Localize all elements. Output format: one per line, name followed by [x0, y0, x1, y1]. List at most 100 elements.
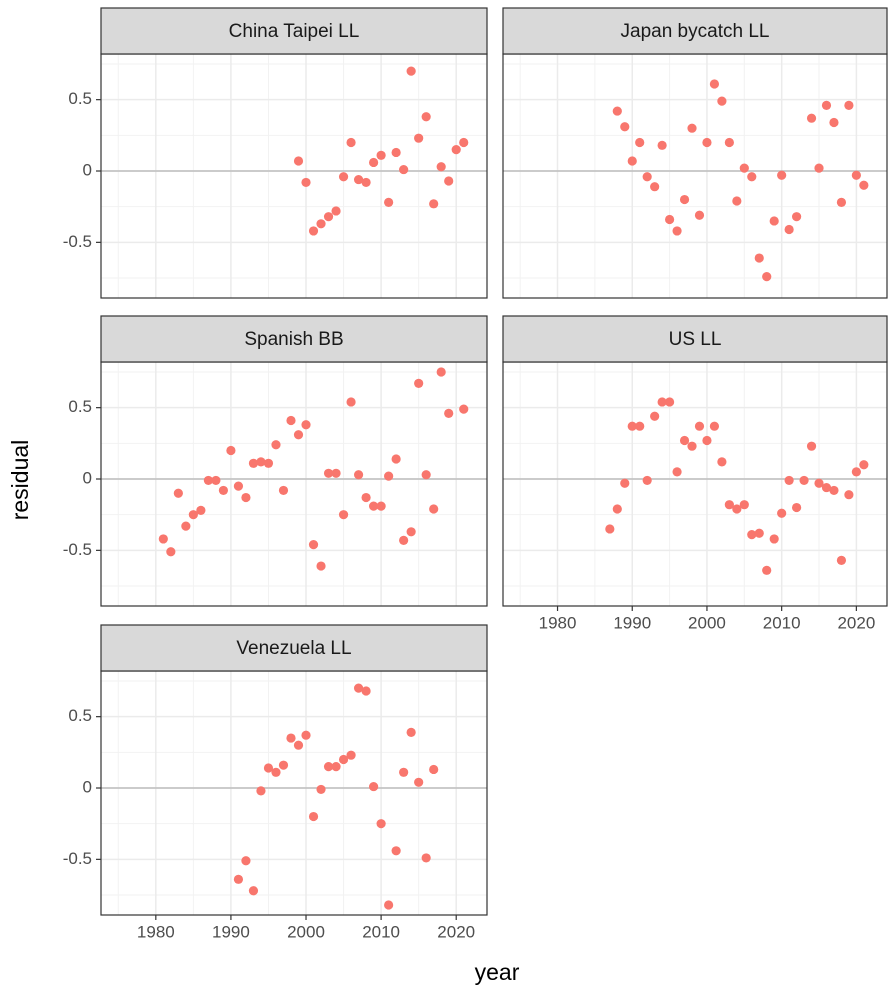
y-tick-label: 0 [83, 468, 92, 487]
point [769, 216, 779, 226]
point [196, 505, 206, 515]
point [851, 170, 861, 180]
x-tick-label: 2010 [362, 922, 400, 941]
panel-background [101, 362, 487, 606]
point [384, 900, 394, 910]
point [784, 475, 794, 486]
strip-label: Venezuela LL [236, 638, 351, 659]
point [747, 172, 757, 182]
point [323, 468, 334, 478]
point [256, 457, 266, 467]
point [429, 199, 439, 209]
strip [100, 315, 488, 363]
point [821, 482, 832, 493]
strip-label: Spanish BB [244, 329, 343, 350]
point [248, 458, 259, 468]
point [657, 397, 667, 407]
point [717, 96, 727, 106]
point [414, 378, 424, 389]
point [777, 508, 787, 518]
point [369, 501, 379, 511]
point [293, 430, 304, 440]
point [829, 485, 839, 496]
point [271, 440, 281, 450]
x-tick-label: 1990 [212, 922, 250, 941]
point [353, 174, 364, 185]
point [694, 210, 705, 220]
point [642, 475, 652, 486]
x-tick-label: 1980 [539, 613, 577, 632]
point [679, 194, 690, 205]
point [323, 212, 334, 222]
point [799, 475, 809, 486]
point [301, 177, 311, 188]
point [331, 206, 341, 216]
point [323, 762, 334, 772]
point [451, 145, 461, 155]
point [635, 137, 645, 148]
point [369, 781, 379, 792]
point [346, 397, 356, 407]
point [173, 488, 183, 498]
point [821, 100, 832, 110]
point [278, 760, 289, 770]
point [762, 565, 772, 575]
point [278, 485, 289, 496]
x-tick-label: 1990 [613, 613, 651, 632]
x-axis-title: year [475, 959, 520, 985]
point [203, 475, 213, 486]
point [664, 214, 675, 225]
point [844, 100, 854, 110]
point [414, 133, 424, 143]
point [391, 454, 401, 464]
point [406, 527, 416, 537]
panel-background [503, 54, 887, 298]
point [399, 535, 409, 545]
point [166, 547, 176, 557]
point [459, 404, 469, 414]
x-tick-label: 2010 [763, 613, 801, 632]
point [836, 555, 847, 565]
point [605, 524, 615, 534]
point [421, 853, 431, 863]
point [687, 441, 697, 451]
point [376, 150, 386, 160]
point [612, 106, 622, 116]
point [672, 226, 682, 236]
point [739, 500, 749, 510]
point [436, 162, 446, 172]
point [814, 163, 824, 173]
point [406, 66, 416, 76]
point [859, 180, 869, 190]
point [263, 458, 274, 468]
strip [502, 315, 888, 363]
point [784, 224, 794, 235]
point [256, 786, 266, 796]
point [672, 467, 682, 477]
point [709, 421, 720, 431]
point [436, 367, 446, 377]
point [308, 540, 319, 550]
point [806, 113, 817, 123]
point [687, 123, 697, 133]
point [702, 137, 712, 148]
point [331, 762, 341, 772]
point [211, 475, 221, 486]
panel: US LL 1980 1990 2000 2010 2020 [502, 315, 888, 632]
point [226, 445, 236, 456]
point [391, 147, 401, 158]
x-tick-label: 2020 [837, 613, 875, 632]
y-tick-label: 0.5 [68, 89, 92, 108]
point [459, 137, 469, 148]
point [724, 137, 734, 148]
point [754, 528, 764, 538]
point [293, 156, 304, 166]
point [181, 521, 191, 531]
point [777, 170, 787, 180]
point [399, 767, 409, 777]
panel-background [101, 671, 487, 915]
point [271, 767, 281, 777]
y-tick-label: 0 [83, 160, 92, 179]
point [444, 408, 454, 418]
